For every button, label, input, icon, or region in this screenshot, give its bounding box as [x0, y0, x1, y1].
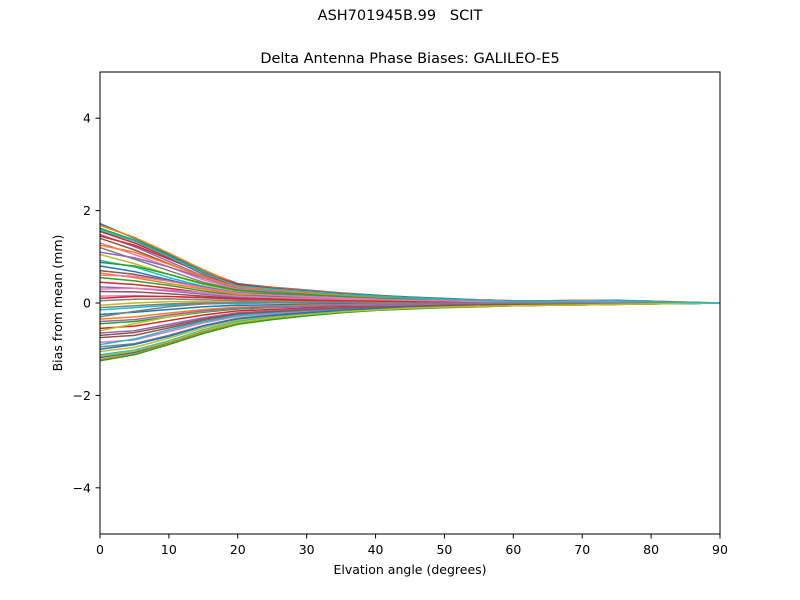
- x-tick-label: 70: [574, 542, 590, 557]
- x-tick-label: 0: [96, 542, 104, 557]
- y-tick-label: 0: [83, 296, 91, 311]
- x-tick-label: 40: [368, 542, 384, 557]
- y-tick-label: 2: [83, 203, 91, 218]
- y-axis: −4 −2 0 2 4: [73, 111, 100, 495]
- x-tick-label: 50: [436, 542, 452, 557]
- x-axis: 0 10 20 30 40 50 60 70 80 90: [96, 534, 728, 557]
- series-line: [99, 302, 721, 357]
- series-layer: [99, 222, 721, 362]
- series-line: [99, 274, 720, 304]
- y-tick-label: 4: [83, 111, 91, 126]
- x-tick-label: 10: [161, 542, 177, 557]
- x-tick-label: 90: [712, 542, 728, 557]
- series-line: [99, 229, 721, 304]
- x-axis-label: Elvation angle (degrees): [333, 562, 486, 577]
- x-tick-label: 80: [643, 542, 659, 557]
- x-tick-label: 20: [230, 542, 246, 557]
- series-line: [99, 301, 720, 309]
- y-tick-label: −2: [73, 388, 91, 403]
- chart-title: Delta Antenna Phase Biases: GALILEO-E5: [260, 51, 559, 67]
- x-tick-label: 60: [505, 542, 521, 557]
- y-tick-label: −4: [73, 480, 91, 495]
- x-tick-label: 30: [299, 542, 315, 557]
- figure-suptitle: ASH701945B.99 SCIT: [317, 8, 483, 24]
- y-axis-label: Bias from mean (mm): [50, 235, 65, 372]
